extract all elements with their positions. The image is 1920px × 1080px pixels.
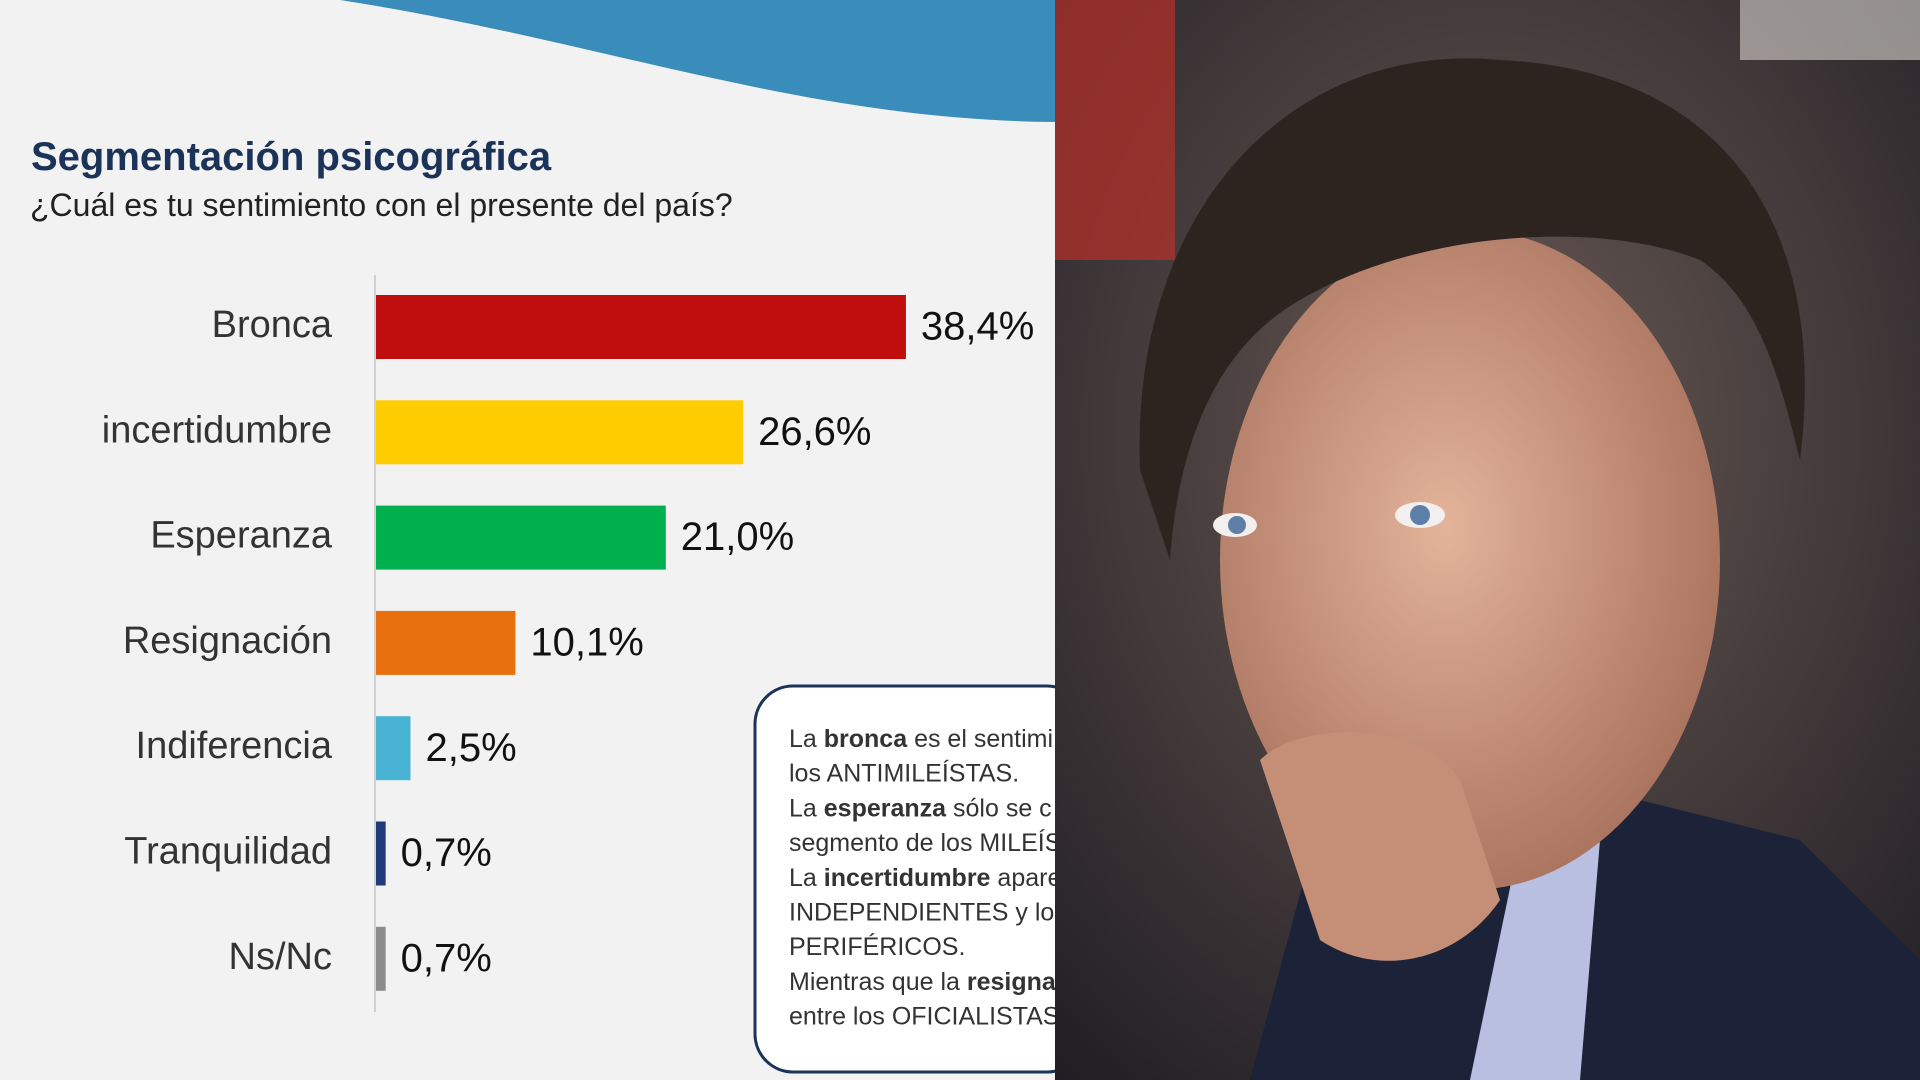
- category-label: Resignación: [123, 620, 332, 662]
- header-wave: [340, 0, 1055, 122]
- note-text: La bronca es el sentimi los ANTIMILEÍSTAS…: [789, 725, 1067, 1031]
- note-line: PERIFÉRICOS.: [789, 932, 965, 961]
- note-segment: sólo se c: [946, 794, 1052, 822]
- note-segment: bronca: [824, 725, 908, 753]
- bars: Bronca 38,4% incertidumbre 26,6% Esperanza 21…: [102, 295, 1034, 991]
- note-frame: [753, 684, 1055, 1074]
- category-label: Indiferencia: [136, 725, 333, 767]
- value-label: 38,4%: [921, 305, 1034, 349]
- chart-title: Segmentación psicográfica: [31, 135, 552, 179]
- category-label: Tranquilidad: [124, 831, 332, 873]
- note-line: Mientras que la resigna: [789, 968, 1057, 996]
- note-segment: esperanza: [824, 794, 947, 822]
- photo: [1055, 0, 1920, 1080]
- value-label: 26,6%: [758, 410, 871, 454]
- bar: [376, 821, 386, 886]
- category-label: incertidumbre: [102, 409, 332, 451]
- note-segment: La: [789, 725, 824, 753]
- note-line: los ANTIMILEÍSTAS.: [789, 758, 1019, 787]
- note-segment: INDEPENDIENTES y los: [789, 898, 1067, 926]
- note-line: La bronca es el sentimi: [789, 725, 1053, 753]
- note-segment: incertidumbre: [824, 863, 991, 891]
- category-label: Ns/Nc: [229, 936, 332, 978]
- note-segment: entre los OFICIALISTAS: [789, 1002, 1059, 1030]
- note-segment: La: [789, 863, 824, 891]
- note-line: La incertidumbre apare: [789, 863, 1061, 891]
- note-segment: los ANTIMILEÍSTAS.: [789, 758, 1019, 787]
- category-label: Bronca: [212, 304, 333, 346]
- bar: [376, 716, 411, 781]
- bar: [376, 505, 666, 570]
- bar: [376, 400, 744, 465]
- note-box: La bronca es el sentimi los ANTIMILEÍSTAS…: [753, 684, 1067, 1074]
- note-segment: segmento de los MILEÍS: [789, 828, 1061, 857]
- value-label: 0,7%: [401, 936, 492, 980]
- note-segment: es el sentimi: [907, 725, 1053, 753]
- note-line: entre los OFICIALISTAS: [789, 1002, 1059, 1030]
- note-segment: La: [789, 794, 824, 822]
- value-label: 2,5%: [426, 726, 517, 770]
- note-segment: resigna: [967, 968, 1057, 996]
- bar: [376, 610, 516, 675]
- note-segment: apare: [990, 863, 1061, 891]
- category-label: Esperanza: [150, 515, 333, 557]
- bar: [376, 295, 906, 359]
- note-segment: PERIFÉRICOS.: [789, 932, 965, 961]
- value-label: 10,1%: [530, 620, 643, 664]
- chart-subtitle: ¿Cuál es tu sentimiento con el presente …: [30, 187, 733, 223]
- bar: [376, 926, 386, 991]
- value-label: 0,7%: [401, 831, 492, 875]
- note-line: INDEPENDIENTES y los: [789, 898, 1067, 926]
- value-label: 21,0%: [681, 515, 794, 559]
- note-segment: Mientras que la: [789, 968, 967, 996]
- note-line: segmento de los MILEÍS: [789, 828, 1061, 857]
- note-line: La esperanza sólo se c: [789, 794, 1052, 822]
